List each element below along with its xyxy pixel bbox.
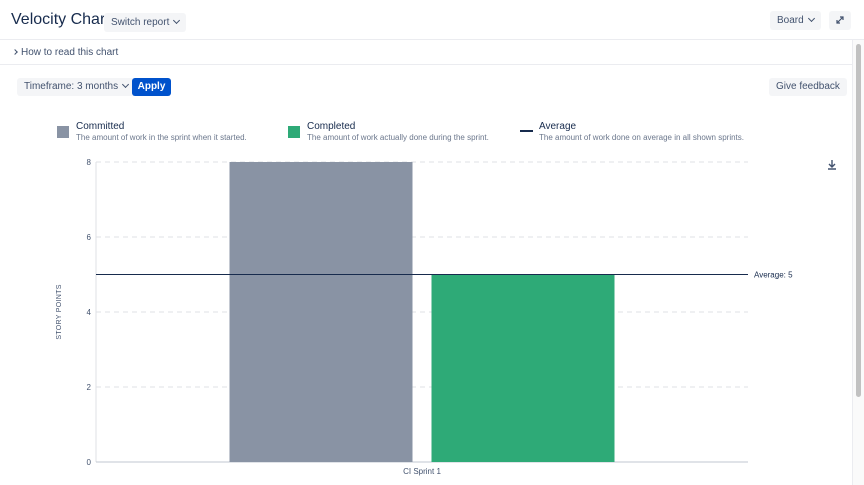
expand-button[interactable] bbox=[829, 11, 851, 30]
legend-name: Average bbox=[539, 121, 577, 132]
give-feedback-button[interactable]: Give feedback bbox=[769, 78, 847, 96]
how-to-read-toggle[interactable]: How to read this chart bbox=[0, 40, 852, 65]
page-title: Velocity Chart bbox=[11, 11, 110, 28]
scrollbar-thumb[interactable] bbox=[856, 44, 861, 397]
y-tick-label: 8 bbox=[87, 158, 92, 167]
board-button[interactable]: Board bbox=[770, 11, 821, 30]
legend-swatch-completed bbox=[288, 126, 300, 138]
y-axis-label: STORY POINTS bbox=[56, 284, 63, 339]
legend-desc: The amount of work actually done during … bbox=[307, 133, 489, 142]
velocity-chart: 0 2 4 6 8 STORY POINTS CI Sprint 1 Average: 5 bbox=[56, 158, 793, 476]
legend-swatch-average bbox=[520, 130, 533, 132]
header: Velocity Chart Switch report Board bbox=[0, 0, 864, 40]
average-label: Average: 5 bbox=[754, 271, 793, 280]
legend-swatch-committed bbox=[57, 126, 69, 138]
y-tick-label: 2 bbox=[87, 383, 92, 392]
switch-report-button[interactable]: Switch report bbox=[104, 13, 187, 32]
timeframe-select[interactable]: Timeframe: 3 months bbox=[17, 78, 136, 96]
chevron-right-icon bbox=[12, 49, 18, 55]
timeframe-label: Timeframe: 3 months bbox=[24, 81, 119, 92]
y-tick-label: 4 bbox=[87, 308, 92, 317]
how-to-read-label: How to read this chart bbox=[21, 47, 119, 58]
legend-desc: The amount of work done on average in al… bbox=[539, 133, 745, 142]
chevron-down-icon bbox=[122, 80, 130, 89]
y-tick-label: 0 bbox=[87, 458, 92, 467]
apply-button[interactable]: Apply bbox=[132, 78, 171, 96]
download-icon[interactable] bbox=[825, 158, 839, 172]
switch-report-label: Switch report bbox=[111, 17, 170, 28]
bar-committed bbox=[229, 162, 413, 462]
board-label: Board bbox=[777, 15, 804, 26]
y-tick-label: 6 bbox=[87, 233, 92, 242]
x-tick-label: CI Sprint 1 bbox=[403, 467, 441, 476]
legend-desc: The amount of work in the sprint when it… bbox=[76, 133, 247, 142]
legend-name: Completed bbox=[307, 121, 356, 132]
chevron-down-icon bbox=[807, 14, 815, 23]
legend-name: Committed bbox=[76, 121, 125, 132]
expand-icon bbox=[836, 16, 844, 24]
bar-completed bbox=[431, 274, 615, 462]
chevron-down-icon bbox=[173, 16, 181, 25]
